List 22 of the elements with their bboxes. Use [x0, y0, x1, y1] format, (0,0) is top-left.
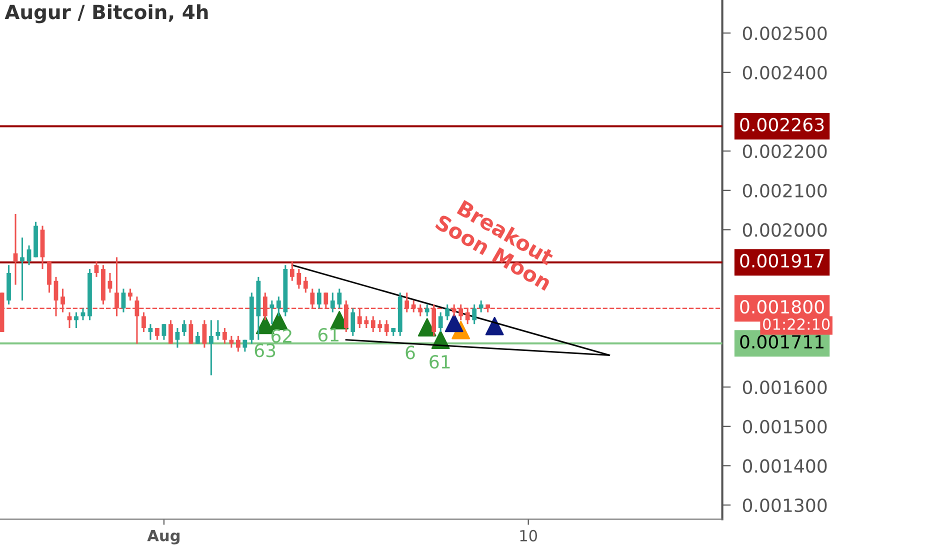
- y-tick-label: 0.002500: [742, 26, 827, 40]
- y-tick-label: 0.001400: [742, 459, 827, 473]
- y-tick-label: 0.001300: [742, 498, 827, 512]
- y-tick-label: 0.002000: [742, 223, 827, 237]
- annotation: 62: [271, 329, 292, 343]
- ref-line-label: 0.002263: [740, 118, 824, 132]
- y-tick-label: 0.002100: [742, 184, 827, 198]
- annotation: 63: [254, 344, 276, 358]
- y-tick-label: 0.001600: [742, 380, 827, 394]
- ref-line-label: 0.001800: [740, 300, 824, 314]
- x-tick-label: Aug: [147, 530, 180, 544]
- annotation: 61: [318, 328, 338, 342]
- ref-line-label: 0.001917: [740, 254, 824, 268]
- text: 01:22:10: [763, 318, 830, 330]
- y-tick-label: 0.002400: [742, 66, 827, 80]
- x-tick-label: 10: [520, 530, 538, 542]
- ref-line-label: 0.001711: [740, 334, 824, 349]
- y-tick-label: 0.001500: [742, 420, 827, 434]
- y-tick-label: 0.002200: [742, 144, 827, 158]
- annotation: 6: [406, 346, 415, 360]
- chart-title: Augur / Bitcoin, 4h: [4, 4, 208, 24]
- annotation: 61: [430, 355, 450, 369]
